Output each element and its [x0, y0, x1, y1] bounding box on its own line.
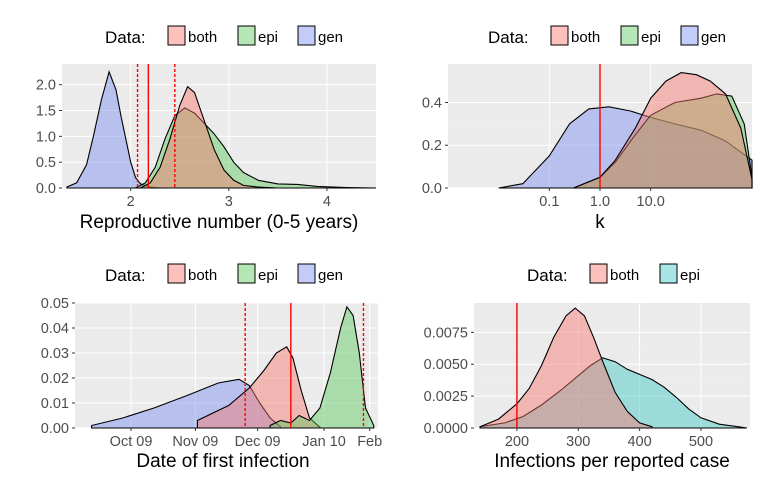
legend-label-epi: epi: [680, 267, 700, 284]
legend-key-epi: [620, 25, 639, 46]
x-tick-label: 4: [323, 194, 331, 210]
y-tick-label: 2.0: [36, 78, 56, 94]
legend-key-both: [167, 263, 186, 284]
legend-key-epi: [237, 263, 256, 284]
x-axis-title: Infections per reported case: [494, 451, 730, 472]
legend-label-epi: epi: [641, 29, 661, 46]
legend-key-both: [589, 263, 608, 284]
legend-title: Data:: [488, 28, 529, 47]
x-tick-label: 0.1: [539, 194, 559, 210]
legend-label-gen: gen: [318, 267, 343, 284]
density-epi: [135, 107, 377, 189]
chart-panel-2: Data: both epi gen 0.0 0.2 0.4 0.1 1.0 10.0 k: [422, 25, 753, 233]
y-tick-label: 0.04: [41, 321, 69, 337]
x-tick-label: 2: [127, 194, 135, 210]
y-tick-label: 0.0050: [424, 357, 468, 373]
x-tick-label: Nov 09: [172, 434, 218, 450]
legend-label-gen: gen: [701, 29, 726, 46]
legend-label-both: both: [188, 267, 217, 284]
y-tick-label: 0.01: [41, 396, 69, 412]
legend-key-epi: [237, 25, 256, 46]
x-axis-title: Reproductive number (0-5 years): [80, 212, 359, 233]
legend-title: Data:: [527, 266, 568, 285]
chart-panel-4: Data: both epi 0.0000 0.0025 0.0050 0.0075 200 3…: [424, 263, 750, 472]
legend-label-epi: epi: [258, 29, 278, 46]
x-tick-label: Jan 10: [302, 434, 346, 450]
legend-title: Data:: [105, 266, 146, 285]
chart-panel-3: Data: both epi gen 0.00 0.01 0.02 0.03 0.04 0.05 O…: [41, 263, 382, 472]
x-tick-label: Dec 09: [235, 434, 281, 450]
x-tick-label: 400: [627, 434, 651, 450]
density-epi: [479, 357, 747, 429]
legend: Data: both epi gen: [105, 263, 343, 285]
y-tick-label: 0.0: [36, 181, 56, 197]
density-both: [573, 72, 753, 189]
density-both: [140, 85, 278, 189]
legend-key-gen: [680, 25, 699, 46]
y-tick-label: 0.0: [422, 181, 442, 197]
legend-label-both: both: [610, 267, 639, 284]
legend-key-gen: [297, 25, 316, 46]
x-axis-title: k: [595, 212, 605, 233]
legend: Data: both epi gen: [105, 25, 343, 47]
legend-key-epi: [659, 263, 678, 284]
density-epi: [269, 305, 375, 429]
y-tick-label: 0.0075: [424, 325, 468, 341]
legend-key-both: [167, 25, 186, 46]
legend: Data: both epi: [527, 263, 700, 285]
x-tick-label: 1.0: [590, 194, 610, 210]
density-gen: [91, 378, 282, 429]
y-tick-label: 0.02: [41, 371, 69, 387]
x-tick-label: 300: [566, 434, 590, 450]
density-gen: [66, 70, 161, 189]
x-tick-label: 3: [225, 194, 233, 210]
legend-key-both: [550, 25, 569, 46]
y-tick-label: 0.2: [422, 138, 442, 154]
legend-title: Data:: [105, 28, 146, 47]
legend-label-epi: epi: [258, 267, 278, 284]
x-tick-label: Oct 09: [110, 434, 153, 450]
y-tick-label: 0.4: [422, 95, 442, 111]
x-tick-label: 10.0: [637, 194, 665, 210]
x-axis-title: Date of first infection: [136, 451, 309, 472]
legend: Data: both epi gen: [488, 25, 726, 47]
y-tick-label: 1.0: [36, 129, 56, 145]
x-tick-label: Feb: [357, 434, 382, 450]
y-tick-label: 0.0025: [424, 389, 468, 405]
density-gen: [498, 106, 753, 189]
legend-label-both: both: [188, 29, 217, 46]
y-tick-label: 0.05: [41, 296, 69, 312]
density-both: [479, 307, 653, 429]
x-tick-label: 500: [689, 434, 713, 450]
density-both: [196, 346, 321, 429]
plot-background: [474, 303, 750, 428]
legend-label-gen: gen: [318, 29, 343, 46]
y-tick-label: 0.00: [41, 421, 69, 437]
legend-key-gen: [297, 263, 316, 284]
legend-label-both: both: [571, 29, 600, 46]
y-tick-label: 0.5: [36, 155, 56, 171]
y-tick-label: 0.03: [41, 346, 69, 362]
chart-panel-1: Data: both epi gen 0.0 0.5 1.0 1.5 2.0 2 3 4 Reprodu…: [36, 25, 377, 233]
y-tick-label: 0.0000: [424, 421, 468, 437]
y-tick-label: 1.5: [36, 104, 56, 120]
x-tick-label: 200: [505, 434, 529, 450]
